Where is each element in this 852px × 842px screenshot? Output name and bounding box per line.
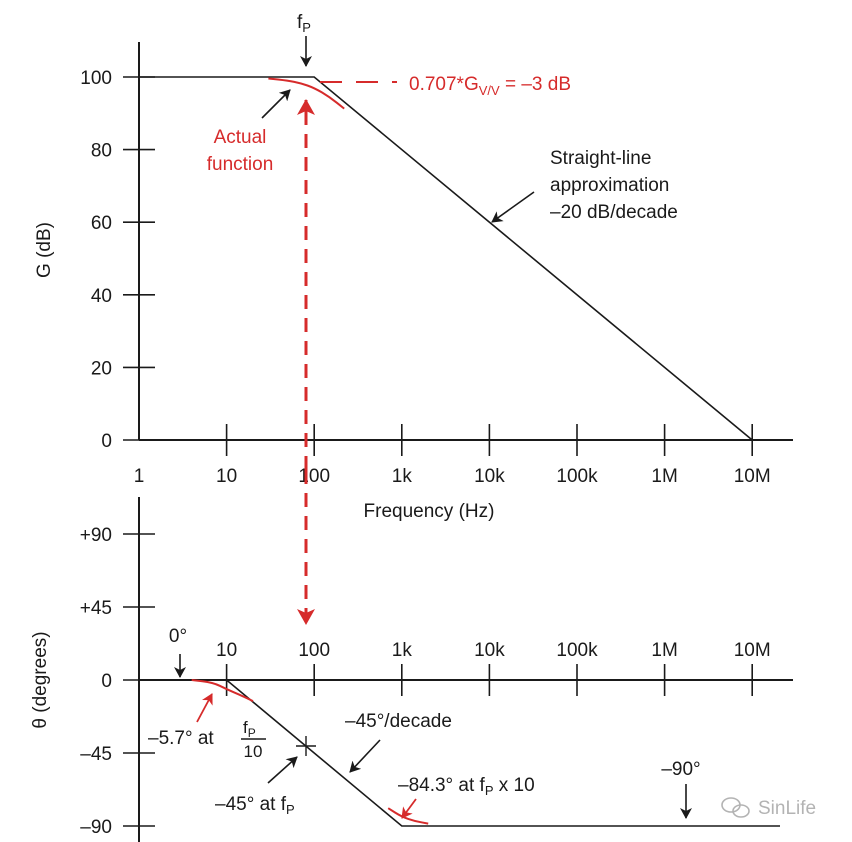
low-phase-frac-num: fP <box>243 718 256 740</box>
phase-y-tick-label: 0 <box>101 671 112 692</box>
high-phase-arrow <box>401 798 417 819</box>
gain-x-axis-label: Frequency (Hz) <box>364 501 495 522</box>
slope-label-2: approximation <box>550 175 669 196</box>
gain-x-tick-label: 10k <box>474 466 505 487</box>
watermark-text: SinLife <box>758 798 816 819</box>
phase-slope-arrow <box>349 739 381 773</box>
gain-x-tick-label: 1 <box>134 466 145 487</box>
actual-function-arrow <box>261 89 291 119</box>
phase-y-tick-label: +90 <box>80 525 112 546</box>
phase-x-tick-label: 10 <box>216 640 237 661</box>
phase-x-tick-label: 100k <box>556 640 598 661</box>
gain-y-tick-label: 80 <box>91 141 112 162</box>
mid-phase-label: –45° at fP <box>215 794 295 817</box>
mid-phase-arrow <box>267 756 298 784</box>
gain-y-axis-label: G (dB) <box>34 222 55 278</box>
neg90-degree-label: –90° <box>661 759 700 780</box>
phase-slope-label: –45°/decade <box>345 711 452 732</box>
gain-actual-function <box>268 77 345 110</box>
phase-x-tick-label: 1M <box>651 640 677 661</box>
gain-straight-line-approx <box>139 76 753 441</box>
gain-x-tick-label: 100 <box>298 466 330 487</box>
minus3db-label: 0.707*GV/V = –3 dB <box>409 74 571 98</box>
high-phase-label: –84.3° at fP x 10 <box>398 775 535 798</box>
phase-y-axis-label: θ (degrees) <box>30 631 51 728</box>
phase-x-tick-label: 10M <box>734 640 771 661</box>
phase-x-tick-label: 100 <box>298 640 330 661</box>
low-phase-arrow <box>196 693 213 723</box>
watermark: SinLife <box>721 797 816 819</box>
phase-plot: +90 +45 0 –45 –90 10 100 1k 10k 100k 1M 10M θ (deg… <box>30 497 793 842</box>
phase-actual-function-low <box>191 679 254 702</box>
phase-y-tick-label: –90 <box>80 817 112 838</box>
phase-y-tick-label: –45 <box>80 744 112 765</box>
slope-label-3: –20 dB/decade <box>550 202 678 223</box>
phase-y-tick-label: +45 <box>80 598 112 619</box>
wechat-icon <box>721 797 750 818</box>
low-phase-frac-den: 10 <box>244 742 263 761</box>
gain-y-tick-label: 60 <box>91 213 112 234</box>
low-phase-label: –5.7° at <box>148 728 214 749</box>
phase-x-tick-label: 10k <box>474 640 505 661</box>
gain-x-tick-label: 10M <box>734 466 771 487</box>
slope-label-1: Straight-line <box>550 148 651 169</box>
actual-function-label: Actual <box>214 127 267 148</box>
slope-arrow <box>491 191 535 223</box>
zero-degree-label: 0° <box>169 626 187 647</box>
gain-x-tick-label: 10 <box>216 466 237 487</box>
gain-y-tick-label: 100 <box>80 68 112 89</box>
actual-function-label-2: function <box>207 154 274 175</box>
gain-y-tick-label: 40 <box>91 286 112 307</box>
gain-y-tick-label: 20 <box>91 358 112 379</box>
gain-x-tick-label: 1M <box>651 466 677 487</box>
gain-plot: 0 20 40 60 80 100 1 10 100 1k 10k 100k 1M 10M G (dB)… <box>34 12 793 522</box>
gain-y-tick-label: 0 <box>101 431 112 452</box>
pole-frequency-label: fP <box>297 12 311 35</box>
phase-x-tick-label: 1k <box>392 640 413 661</box>
gain-x-tick-label: 1k <box>392 466 413 487</box>
gain-x-tick-label: 100k <box>556 466 598 487</box>
